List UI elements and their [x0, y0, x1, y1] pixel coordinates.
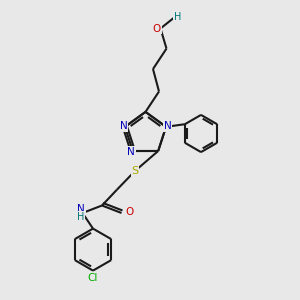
- Text: N: N: [77, 204, 85, 214]
- Text: N: N: [164, 121, 171, 131]
- Text: H: H: [77, 212, 85, 222]
- Text: N: N: [128, 147, 135, 157]
- Text: Cl: Cl: [88, 273, 98, 283]
- Text: H: H: [174, 11, 182, 22]
- Text: N: N: [120, 121, 127, 131]
- Text: O: O: [153, 23, 161, 34]
- Text: O: O: [125, 207, 133, 218]
- Text: S: S: [131, 166, 139, 176]
